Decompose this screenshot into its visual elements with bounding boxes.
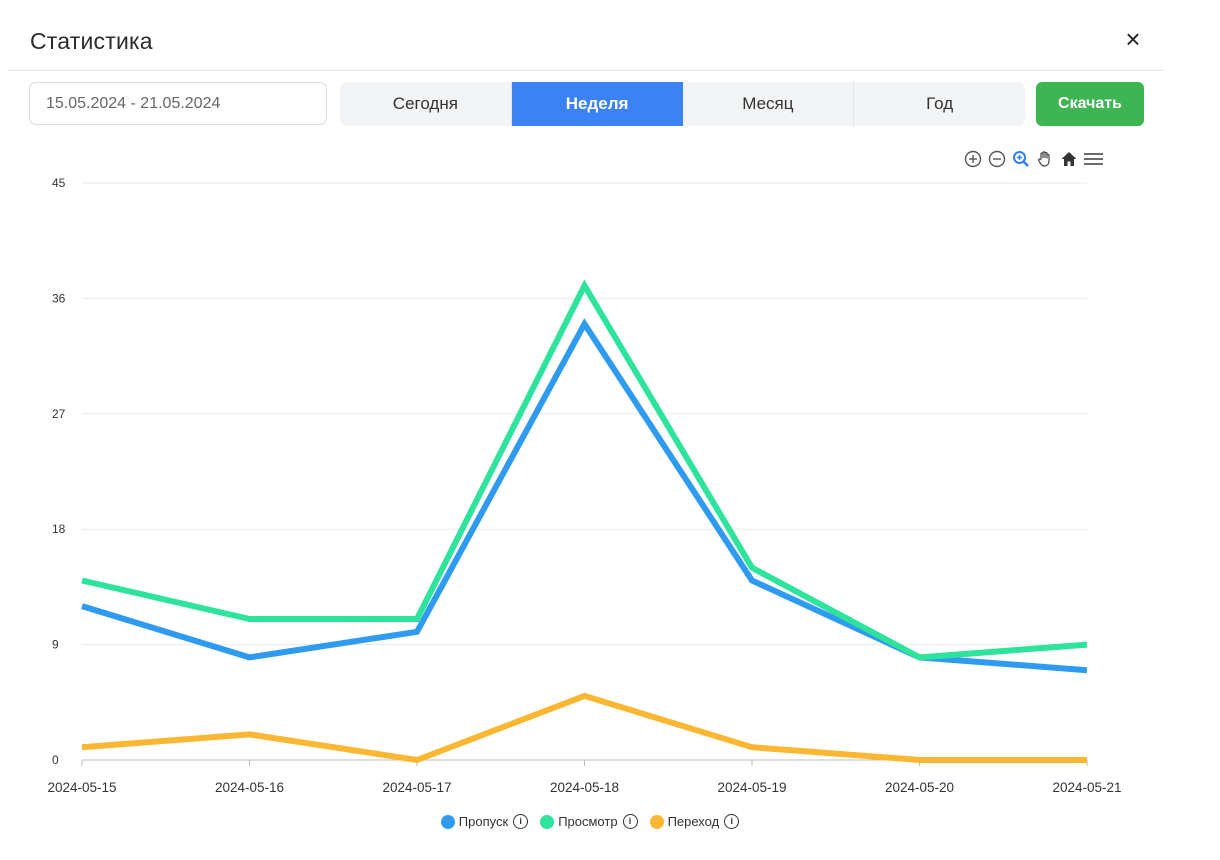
series-line-2 [81,279,1088,661]
close-icon[interactable]: × [1125,24,1141,54]
y-tick-label: 0 [52,753,59,767]
y-tick-label: 27 [52,407,66,421]
legend-item-skip[interactable]: Пропуск i [440,814,529,829]
y-tick-label: 45 [52,176,66,190]
period-selector: Сегодня Неделя Месяц Год [340,82,1025,126]
x-tick-label: 2024-05-16 [215,780,284,795]
period-week-button[interactable]: Неделя [511,82,683,126]
info-icon[interactable]: i [622,814,638,829]
y-tick-label: 36 [52,291,66,305]
selection-zoom-icon[interactable] [1010,148,1032,170]
header-divider [8,70,1164,71]
period-month-button[interactable]: Месяц [683,82,855,126]
modal-title: Статистика [30,28,153,54]
zoom-out-icon[interactable] [986,148,1008,170]
download-button[interactable]: Скачать [1036,82,1144,126]
chart-legend: Пропуск i Просмотр i Переход i [0,814,1180,829]
period-year-button[interactable]: Год [926,94,954,113]
series-line-3 [81,692,1087,764]
info-icon[interactable]: i [724,814,740,829]
line-chart: 0 9 18 27 36 45 2024-05-15 2024-05-16 2024-05-17… [47,176,1121,795]
legend-marker [440,814,455,829]
chart-toolbar [962,147,1106,171]
y-tick-label: 18 [52,522,66,536]
legend-item-transition[interactable]: Переход i [649,814,740,829]
date-range-input[interactable] [29,82,327,125]
home-reset-icon[interactable] [1058,148,1080,170]
legend-label: Просмотр [558,814,618,829]
y-tick-label: 9 [52,638,59,652]
legend-label: Переход [667,814,720,829]
legend-marker [540,814,555,829]
legend-label: Пропуск [458,814,509,829]
x-tick-label: 2024-05-18 [550,780,619,795]
x-tick-label: 2024-05-20 [885,780,954,795]
x-tick-label: 2024-05-21 [1052,780,1121,795]
x-tick-label: 2024-05-19 [717,780,786,795]
menu-icon[interactable] [1082,148,1104,170]
x-tick-label: 2024-05-15 [47,780,116,795]
zoom-in-icon[interactable] [962,148,984,170]
period-today-button[interactable]: Сегодня [340,82,512,126]
pan-hand-icon[interactable] [1034,148,1056,170]
series-line-1 [81,318,1088,674]
x-tick-label: 2024-05-17 [382,780,451,795]
info-icon[interactable]: i [513,814,529,829]
legend-marker [649,814,664,829]
legend-item-view[interactable]: Просмотр i [540,814,638,829]
